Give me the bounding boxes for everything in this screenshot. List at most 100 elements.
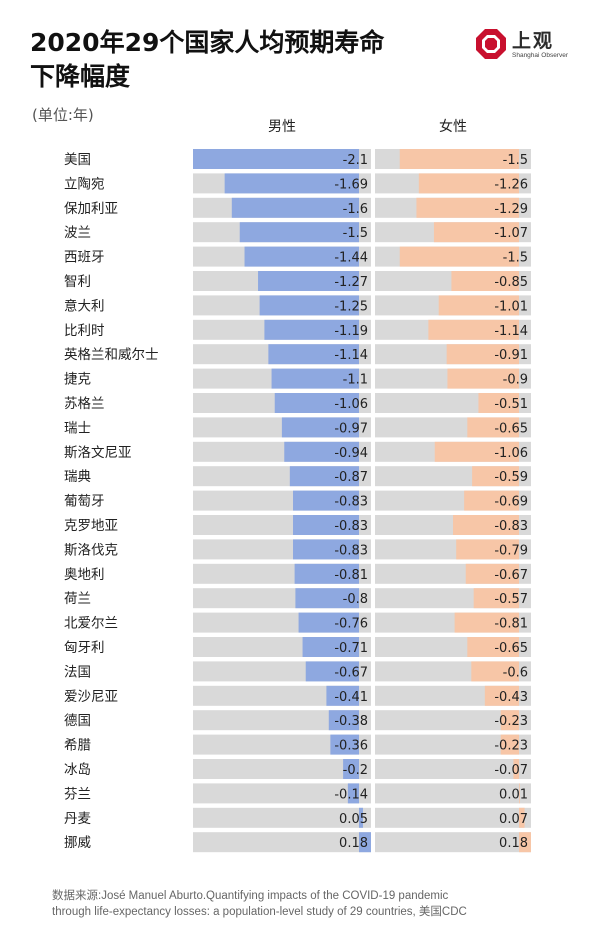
- title-line-2: 下降幅度: [30, 62, 131, 91]
- bar-male: [231, 197, 359, 218]
- bar-female: [467, 417, 519, 438]
- bar-female: [465, 563, 519, 584]
- bar-male: [293, 490, 359, 511]
- value-label-male: -1.69: [334, 177, 368, 192]
- value-label-male: -0.14: [334, 787, 368, 802]
- value-label-male: 0.18: [339, 836, 368, 851]
- category-label: 波兰: [64, 225, 91, 241]
- bar-female: [451, 271, 519, 291]
- bar-female: [433, 222, 519, 243]
- bar-track-male: [193, 734, 371, 755]
- series-header-male: 男性: [268, 119, 296, 135]
- bar-female: [519, 783, 520, 804]
- category-label: 希腊: [64, 738, 91, 754]
- bar-female: [446, 344, 519, 365]
- value-label-female: 0.07: [499, 812, 528, 827]
- value-label-female: -0.85: [494, 275, 528, 290]
- value-label-male: -0.71: [334, 641, 368, 656]
- bar-male: [264, 319, 359, 340]
- bar-male: [268, 344, 359, 365]
- value-label-female: -0.9: [503, 373, 528, 388]
- category-label: 斯洛伐克: [64, 542, 118, 558]
- bar-female: [418, 173, 519, 194]
- value-label-female: -0.81: [494, 617, 528, 632]
- bar-track-male: [193, 807, 371, 828]
- bar-male: [359, 832, 371, 853]
- bar-male: [343, 759, 359, 779]
- value-label-female: -0.57: [494, 592, 528, 607]
- bar-male: [293, 515, 359, 535]
- value-label-male: -0.8: [343, 592, 368, 607]
- bar-female: [464, 490, 519, 511]
- category-label: 葡萄牙: [64, 494, 105, 510]
- bar-female: [471, 661, 519, 682]
- value-label-male: -1.27: [334, 275, 368, 290]
- category-label: 克罗地亚: [64, 518, 118, 534]
- bar-track-male: [193, 832, 371, 853]
- bar-female: [453, 515, 519, 535]
- value-label-female: -0.6: [503, 665, 528, 680]
- bar-female: [434, 441, 519, 462]
- bar-track-female: [375, 783, 531, 804]
- source-line-1: 数据来源:José Manuel Aburto.Quantifying impa…: [52, 890, 449, 902]
- category-label: 西班牙: [64, 250, 105, 266]
- bar-female: [438, 295, 519, 316]
- bar-female: [399, 149, 519, 169]
- bar-track-male: [193, 710, 371, 731]
- bar-male: [347, 783, 359, 804]
- logo-subtitle: Shanghai Observer: [512, 52, 569, 59]
- bar-male: [294, 563, 359, 584]
- value-label-male: -0.87: [334, 470, 368, 485]
- value-label-female: -0.69: [494, 495, 528, 510]
- bar-male: [289, 466, 359, 487]
- category-label: 保加利亚: [64, 201, 118, 217]
- value-label-female: -1.5: [503, 251, 528, 266]
- value-label-female: -0.23: [494, 714, 528, 729]
- bar-track-female: [375, 807, 531, 828]
- value-label-male: -0.83: [334, 495, 368, 510]
- value-label-male: -1.6: [343, 202, 368, 217]
- category-label: 美国: [64, 152, 91, 168]
- value-label-male: -2.1: [343, 153, 368, 168]
- value-label-female: -1.07: [494, 226, 528, 241]
- bar-male: [326, 685, 359, 706]
- unit-label: (单位:年): [32, 106, 94, 124]
- bar-male: [284, 441, 359, 462]
- category-label: 捷克: [64, 372, 91, 388]
- bar-male: [193, 149, 359, 169]
- bar-track-female: [375, 734, 531, 755]
- bar-female: [513, 759, 519, 779]
- value-label-male: -0.83: [334, 519, 368, 534]
- category-label: 芬兰: [64, 786, 91, 802]
- bar-female: [484, 685, 519, 706]
- bar-track-female: [375, 759, 531, 779]
- category-label: 瑞士: [64, 420, 91, 436]
- value-label-male: -0.81: [334, 568, 368, 583]
- value-label-female: -1.14: [494, 324, 528, 339]
- value-label-female: -1.5: [503, 153, 528, 168]
- value-label-female: -1.26: [494, 177, 528, 192]
- page-title: 2020年29个国家人均预期寿命 下降幅度: [30, 26, 450, 94]
- bar-male: [328, 710, 359, 731]
- value-label-female: -0.83: [494, 519, 528, 534]
- value-label-male: -1.06: [334, 397, 368, 412]
- value-label-female: -0.23: [494, 739, 528, 754]
- value-label-female: -0.67: [494, 568, 528, 583]
- category-label: 冰岛: [64, 762, 91, 778]
- category-label: 奥地利: [64, 566, 105, 583]
- category-label: 北爱尔兰: [64, 616, 118, 632]
- bar-track-male: [193, 759, 371, 779]
- value-label-male: -0.94: [334, 446, 368, 461]
- value-label-male: -0.2: [343, 763, 368, 778]
- category-label: 法国: [64, 664, 91, 680]
- bar-male: [224, 173, 359, 194]
- category-label: 英格兰和威尔士: [64, 346, 159, 363]
- source-line-2: through life-expectancy losses: a popula…: [52, 906, 467, 918]
- bar-female: [472, 466, 519, 487]
- value-label-female: -0.51: [494, 397, 528, 412]
- bar-male: [305, 661, 359, 682]
- bar-male: [274, 393, 359, 413]
- value-label-female: -0.79: [494, 543, 528, 558]
- bar-male: [259, 295, 359, 316]
- bar-female: [500, 734, 519, 755]
